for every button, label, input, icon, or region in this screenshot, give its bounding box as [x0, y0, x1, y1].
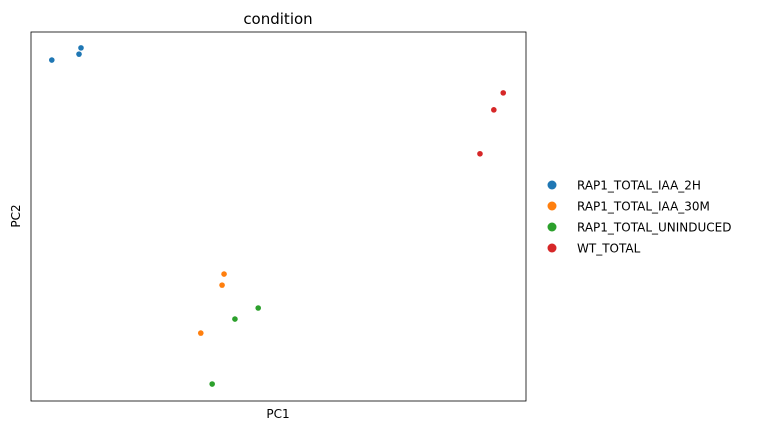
legend-marker — [547, 180, 557, 190]
legend-marker — [547, 243, 557, 253]
data-point — [48, 57, 55, 63]
data-point — [197, 330, 204, 336]
y-axis-label: PC2 — [9, 204, 23, 227]
legend-label: RAP1_TOTAL_UNINDUCED — [577, 221, 732, 235]
legend: RAP1_TOTAL_IAA_2H RAP1_TOTAL_IAA_30M RAP1_… — [547, 179, 732, 256]
data-point — [221, 271, 227, 277]
data-point — [232, 316, 238, 322]
data-point — [491, 107, 497, 113]
legend-label: WT_TOTAL — [577, 242, 641, 256]
x-axis-label: PC1 — [266, 407, 289, 421]
plot-area — [30, 31, 527, 402]
data-point — [477, 150, 483, 157]
chart-title: condition — [243, 10, 312, 28]
legend-label: RAP1_TOTAL_IAA_2H — [577, 179, 701, 193]
data-point — [255, 305, 262, 311]
legend-marker — [547, 201, 557, 211]
legend-marker — [547, 222, 557, 232]
data-point — [219, 282, 225, 288]
legend-label: RAP1_TOTAL_IAA_30M — [577, 200, 710, 214]
data-point — [500, 90, 507, 96]
data-point — [209, 381, 215, 387]
data-point — [76, 51, 82, 57]
points-layer — [48, 45, 507, 387]
data-point — [78, 45, 84, 51]
